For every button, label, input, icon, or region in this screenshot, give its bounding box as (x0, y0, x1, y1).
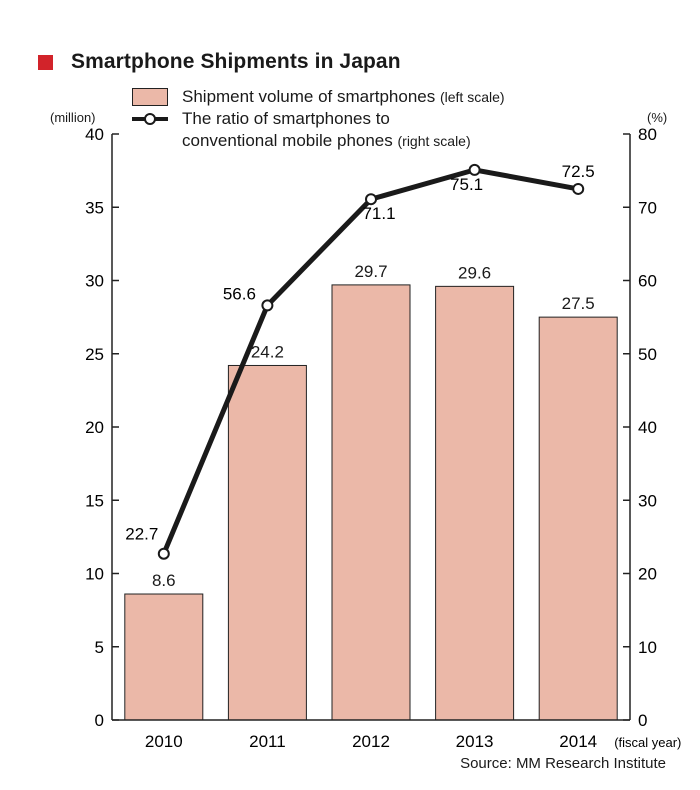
left-tick-label-20: 20 (85, 418, 104, 437)
left-tick-label-30: 30 (85, 272, 104, 291)
bar-2012 (331, 284, 411, 721)
legend-item-line: The ratio of smartphones to (132, 109, 505, 131)
bar-value-label-2011: 24.2 (251, 342, 284, 361)
ratio-point-2012 (365, 193, 377, 206)
ratio-value-label-2013: 75.1 (450, 175, 483, 194)
right-tick-label-30: 30 (638, 491, 657, 510)
right-tick-label-20: 20 (638, 565, 657, 584)
right-tick-label-80: 80 (638, 125, 657, 144)
left-tick-label-40: 40 (85, 125, 104, 144)
left-tick-label-15: 15 (85, 491, 104, 510)
left-tick-label-25: 25 (85, 345, 104, 364)
legend-bar-label: Shipment volume of smartphones (left sca… (182, 87, 505, 107)
legend-bar-text: Shipment volume of smartphones (182, 87, 436, 106)
left-axis-unit: (million) (50, 110, 96, 125)
legend-line-label-2: conventional mobile phones (182, 131, 393, 150)
right-tick-label-70: 70 (638, 198, 657, 217)
bar-value-label-2013: 29.6 (458, 263, 491, 282)
legend-line-label-1: The ratio of smartphones to (182, 109, 390, 128)
bar-value-label-2010: 8.6 (152, 571, 176, 590)
left-tick-label-35: 35 (85, 198, 104, 217)
ratio-point-2014 (572, 182, 585, 195)
left-tick-label-0: 0 (95, 711, 104, 730)
ratio-point-2011 (261, 299, 274, 312)
left-tick-label-5: 5 (95, 638, 104, 657)
x-tick-label-2013: 2013 (456, 732, 494, 751)
legend-line-note: (right scale) (397, 133, 471, 149)
source-note: Source: MM Research Institute (460, 755, 666, 772)
right-tick-label-10: 10 (638, 638, 657, 657)
bar-2010 (124, 593, 204, 721)
x-axis-unit: (fiscal year) (614, 735, 681, 750)
right-axis-unit: (%) (647, 110, 668, 125)
legend-bar-note: (left scale) (439, 89, 505, 105)
legend-item-bars: Shipment volume of smartphones (left sca… (132, 87, 505, 109)
ratio-value-label-2011: 56.6 (223, 284, 256, 303)
legend: Shipment volume of smartphones (left sca… (132, 87, 505, 151)
bar-2013 (435, 285, 515, 721)
legend-bar-swatch (132, 88, 168, 106)
legend-line-swatch (132, 109, 168, 129)
x-tick-label-2011: 2011 (249, 732, 286, 751)
ratio-point-2013 (468, 163, 481, 176)
ratio-value-label-2010: 22.7 (125, 525, 158, 544)
left-tick-label-10: 10 (85, 565, 104, 584)
bar-value-label-2012: 29.7 (354, 262, 387, 281)
x-tick-label-2012: 2012 (352, 732, 390, 751)
x-tick-label-2010: 2010 (145, 732, 183, 751)
right-tick-label-40: 40 (638, 418, 657, 437)
chart-title: Smartphone Shipments in Japan (71, 50, 401, 73)
right-tick-label-50: 50 (638, 345, 657, 364)
right-tick-label-0: 0 (638, 711, 647, 730)
ratio-value-label-2012: 71.1 (362, 204, 395, 223)
title-marker-square (38, 54, 53, 70)
ratio-point-2010 (157, 547, 170, 560)
x-tick-label-2014: 2014 (559, 732, 597, 751)
legend-line-label-2-row: conventional mobile phones (right scale) (132, 131, 505, 151)
bar-2014 (538, 316, 618, 721)
bar-value-label-2014: 27.5 (562, 294, 595, 313)
ratio-value-label-2014: 72.5 (562, 162, 595, 181)
chart-title-group: Smartphone Shipments in Japan (38, 50, 401, 74)
right-tick-label-60: 60 (638, 272, 657, 291)
bar-2011 (227, 364, 307, 721)
